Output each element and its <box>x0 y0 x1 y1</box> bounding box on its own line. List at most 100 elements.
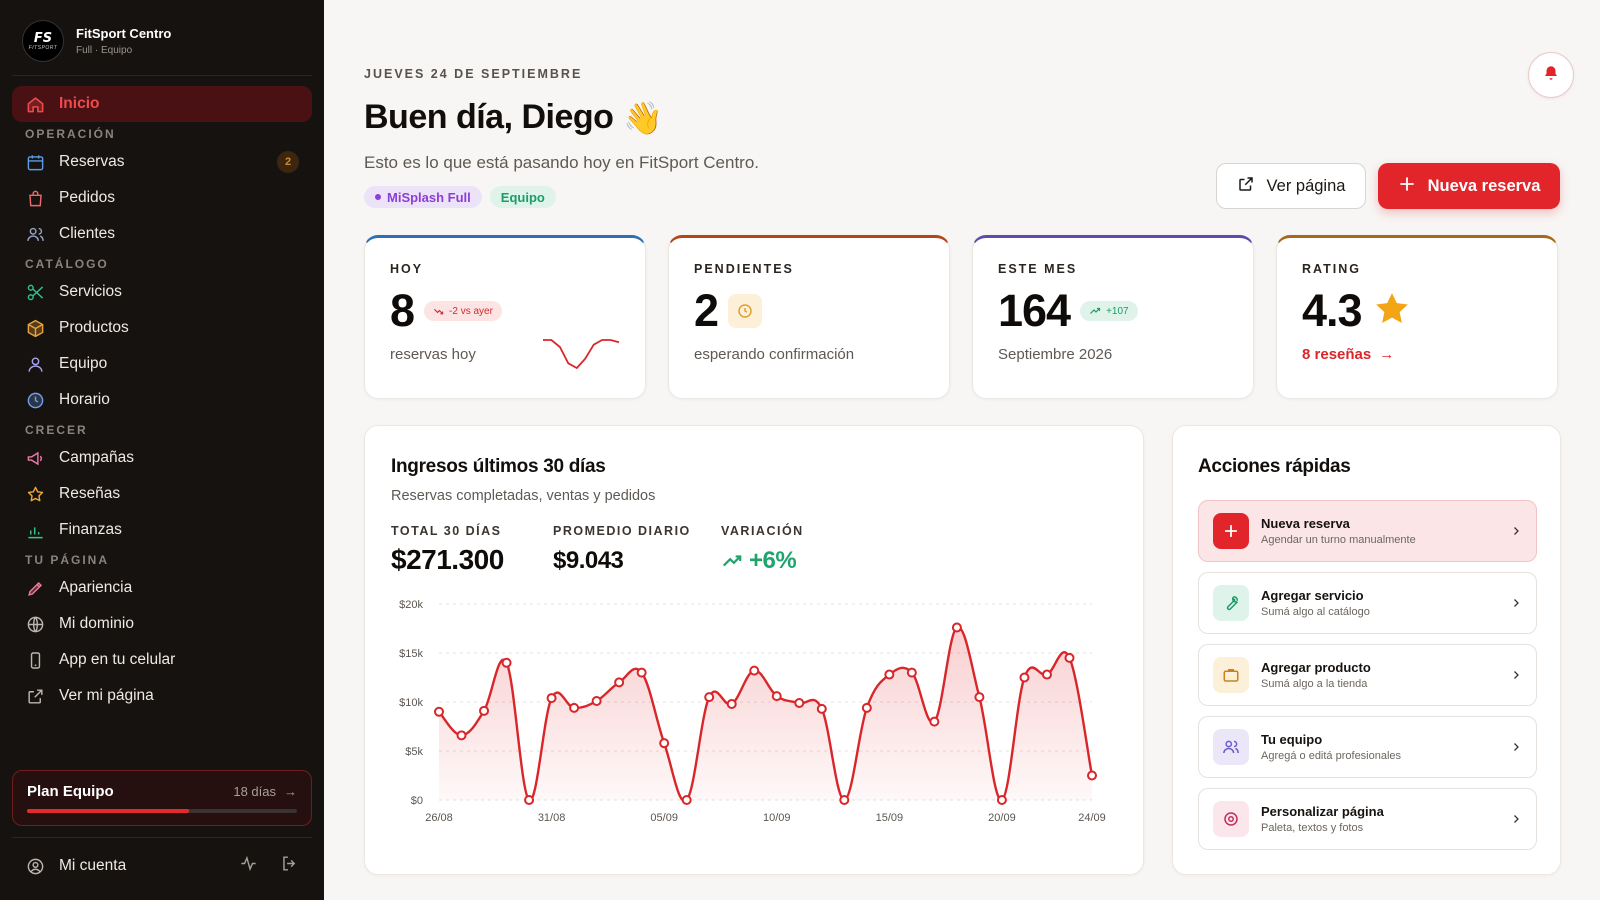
sidebar-item-pedidos[interactable]: Pedidos <box>12 180 312 216</box>
kpi-card-pending[interactable]: PENDIENTES 2 esperando confirmación <box>668 235 950 399</box>
plan-title: Plan Equipo <box>27 783 114 800</box>
data-point-11/09[interactable] <box>794 697 805 708</box>
sidebar-item-mi-dominio[interactable]: Mi dominio <box>12 606 312 642</box>
user-icon <box>25 354 45 374</box>
plan-card[interactable]: Plan Equipo 18 días → <box>12 770 312 826</box>
sidebar-item-finanzas[interactable]: Finanzas <box>12 512 312 548</box>
logout-icon[interactable] <box>280 854 299 878</box>
star-icon <box>1372 289 1412 334</box>
kpi-subtitle: reservas hoy <box>390 346 476 363</box>
dot-icon <box>375 194 381 200</box>
data-point-04/09[interactable] <box>636 667 647 678</box>
kpi-card-rating[interactable]: RATING 4.3 8 reseñas → <box>1276 235 1558 399</box>
chevron-right-icon <box>1510 813 1522 825</box>
sidebar-item-campanas[interactable]: Campañas <box>12 440 312 476</box>
data-point-15/09[interactable] <box>884 669 895 680</box>
data-point-05/09[interactable] <box>659 738 670 749</box>
plan-pills: MiSplash Full Equipo <box>364 186 556 208</box>
data-point-01/09[interactable] <box>569 702 580 713</box>
data-point-16/09[interactable] <box>906 667 917 678</box>
sidebar-item-inicio[interactable]: Inicio <box>12 86 312 122</box>
data-point-14/09[interactable] <box>861 702 872 713</box>
kpi-value: 2 <box>694 285 719 336</box>
x-tick-label: 15/09 <box>876 812 904 824</box>
greeting-text: Buen día, Diego <box>364 98 614 136</box>
action-customize-page[interactable]: Personalizar página Paleta, textos y fot… <box>1198 788 1537 850</box>
data-point-17/09[interactable] <box>929 716 940 727</box>
kpi-card-month[interactable]: ESTE MES 164 +107 Septiembre 2026 <box>972 235 1254 399</box>
data-point-21/09[interactable] <box>1019 672 1030 683</box>
action-add-service[interactable]: Agregar servicio Sumá algo al catálogo <box>1198 572 1537 634</box>
account-row[interactable]: Mi cuenta <box>12 848 312 884</box>
bar-chart-icon <box>25 520 45 540</box>
sidebar-item-clientes[interactable]: Clientes <box>12 216 312 252</box>
activity-icon[interactable] <box>239 854 258 878</box>
action-team[interactable]: Tu equipo Agregá o editá profesionales <box>1198 716 1537 778</box>
y-tick-label: $5k <box>405 746 423 758</box>
nav-section-catalogo: CATÁLOGO <box>25 257 109 271</box>
data-point-29/08[interactable] <box>501 657 512 668</box>
data-point-24/09[interactable] <box>1087 770 1097 781</box>
data-point-27/08[interactable] <box>456 730 467 741</box>
briefcase-icon <box>1213 657 1249 693</box>
sidebar-item-resenas[interactable]: Reseñas <box>12 476 312 512</box>
data-point-19/09[interactable] <box>974 692 985 703</box>
data-point-09/09[interactable] <box>749 665 760 676</box>
sidebar-item-productos[interactable]: Productos <box>12 310 312 346</box>
data-point-08/09[interactable] <box>726 698 737 709</box>
view-page-label: Ver página <box>1266 176 1346 195</box>
sidebar-item-label: Reseñas <box>59 485 121 502</box>
brand-logo-small: FITSPORT <box>28 44 58 51</box>
data-point-26/08[interactable] <box>434 706 444 717</box>
data-point-23/09[interactable] <box>1064 652 1075 663</box>
action-title: Nueva reserva <box>1261 516 1350 531</box>
sidebar-divider <box>12 837 312 838</box>
data-point-31/08[interactable] <box>546 693 557 704</box>
box-icon <box>25 318 45 338</box>
y-tick-label: $10k <box>399 697 423 709</box>
sidebar-item-app-celular[interactable]: App en tu celular <box>12 642 312 678</box>
data-point-03/09[interactable] <box>614 677 625 688</box>
action-add-product[interactable]: Agregar producto Sumá algo a la tienda <box>1198 644 1537 706</box>
quick-actions-card: Acciones rápidas Nueva reserva Agendar u… <box>1172 425 1561 875</box>
sidebar-item-equipo[interactable]: Equipo <box>12 346 312 382</box>
data-point-30/08[interactable] <box>524 795 535 805</box>
data-point-22/09[interactable] <box>1041 669 1052 680</box>
sparkline-line <box>543 339 620 370</box>
sidebar-nav: Inicio OPERACIÓN Reservas 2 Pedidos Clie… <box>12 86 312 714</box>
x-tick-label: 10/09 <box>763 812 791 824</box>
sidebar-item-ver-mi-pagina[interactable]: Ver mi página <box>12 678 312 714</box>
data-point-13/09[interactable] <box>839 795 850 805</box>
data-point-28/08[interactable] <box>479 705 490 716</box>
bell-icon <box>1542 64 1560 87</box>
kpi-card-today[interactable]: HOY 8 -2 vs ayer reservas hoy <box>364 235 646 399</box>
reviews-link[interactable]: 8 reseñas → <box>1302 346 1532 363</box>
brand[interactable]: FS FITSPORT FitSport Centro Full · Equip… <box>22 20 171 62</box>
sidebar-item-horario[interactable]: Horario <box>12 382 312 418</box>
sidebar-item-reservas[interactable]: Reservas 2 <box>12 144 312 180</box>
sidebar-item-servicios[interactable]: Servicios <box>12 274 312 310</box>
data-point-02/09[interactable] <box>591 696 602 707</box>
sidebar-divider <box>12 75 312 76</box>
data-point-07/09[interactable] <box>704 692 715 703</box>
sidebar-item-label: Finanzas <box>59 521 122 538</box>
data-point-18/09[interactable] <box>951 622 962 633</box>
action-new-booking[interactable]: Nueva reserva Agendar un turno manualmen… <box>1198 500 1537 562</box>
action-subtitle: Agregá o editá profesionales <box>1261 750 1402 762</box>
new-booking-button[interactable]: Nueva reserva <box>1378 163 1560 209</box>
view-page-button[interactable]: Ver página <box>1216 163 1366 209</box>
brand-subtitle: Full · Equipo <box>76 45 133 56</box>
data-point-10/09[interactable] <box>771 691 782 702</box>
data-point-12/09[interactable] <box>816 703 827 714</box>
notifications-button[interactable] <box>1528 52 1574 98</box>
revenue-title: Ingresos últimos 30 días <box>391 456 606 477</box>
data-point-20/09[interactable] <box>996 795 1007 805</box>
sidebar-item-apariencia[interactable]: Apariencia <box>12 570 312 606</box>
clock-icon <box>728 294 763 328</box>
y-tick-label: $15k <box>399 648 423 660</box>
y-tick-label: $0 <box>411 795 423 807</box>
data-point-06/09[interactable] <box>681 795 692 805</box>
quick-actions-title: Acciones rápidas <box>1198 456 1351 477</box>
chart-points <box>434 622 1097 805</box>
kpi-label: HOY <box>390 262 424 276</box>
